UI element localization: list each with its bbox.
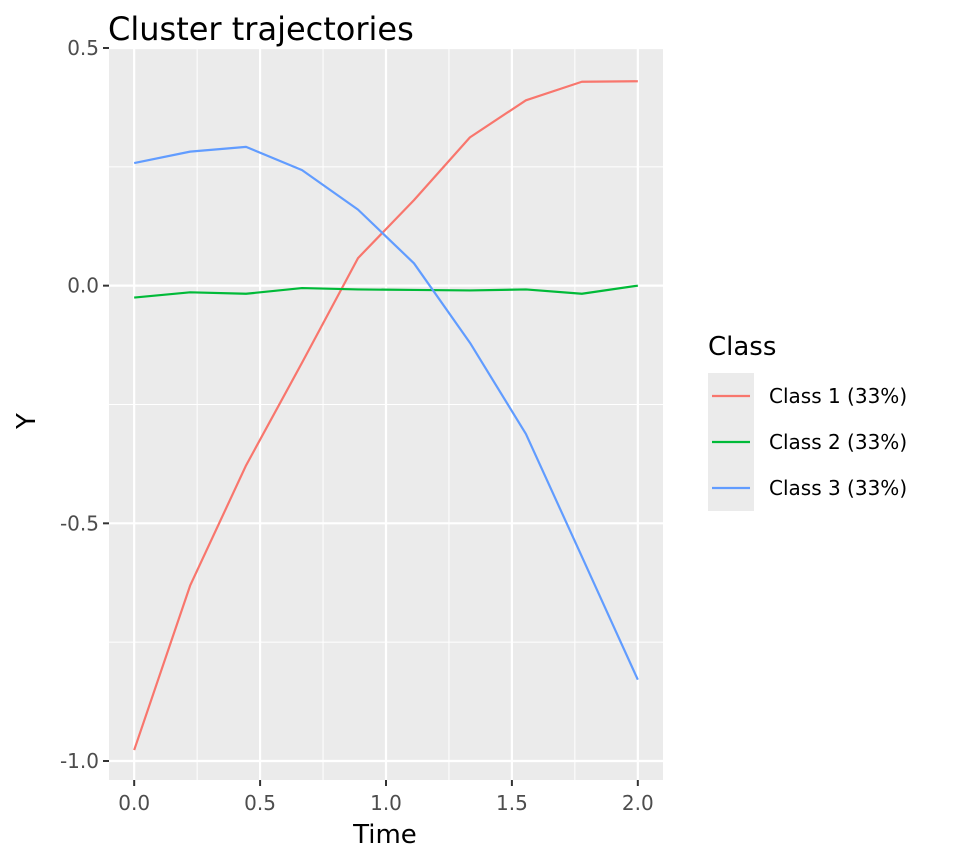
y-tick-label: 0.0: [67, 274, 99, 298]
legend-label-class-3: Class 3 (33%): [769, 476, 907, 500]
y-tick-label: 0.5: [67, 36, 99, 60]
x-axis-title: Time: [352, 820, 417, 850]
series-line-class-3: [133, 145, 639, 681]
x-tick-label: 0.0: [118, 791, 150, 815]
x-tick-label: 2.0: [622, 791, 654, 815]
x-tick-label: 1.0: [370, 791, 402, 815]
x-tick-label: 1.5: [496, 791, 528, 815]
legend-label-class-2: Class 2 (33%): [769, 430, 907, 454]
legend: Class Class 1 (33%) Class 2 (33%) Class 3 …: [708, 332, 907, 511]
chart-title: Cluster trajectories: [108, 10, 414, 48]
legend-label-class-1: Class 1 (33%): [769, 384, 907, 408]
y-tick-label: -0.5: [60, 511, 99, 535]
legend-items: Class 1 (33%) Class 2 (33%) Class 3 (33%): [712, 384, 907, 500]
series-line-class-2: [134, 284, 638, 299]
y-tick-labels: -1.0 -0.5 0.0 0.5: [60, 36, 99, 773]
y-axis-title: Y: [12, 413, 42, 430]
axis-ticks: [103, 47, 639, 786]
major-gridlines: [109, 46, 663, 780]
series-lines: [133, 80, 639, 751]
x-tick-labels: 0.0 0.5 1.0 1.5 2.0: [118, 791, 653, 815]
legend-title: Class: [708, 332, 776, 362]
y-tick-label: -1.0: [60, 749, 99, 773]
series-line-class-1: [133, 80, 638, 751]
x-tick-label: 0.5: [244, 791, 276, 815]
